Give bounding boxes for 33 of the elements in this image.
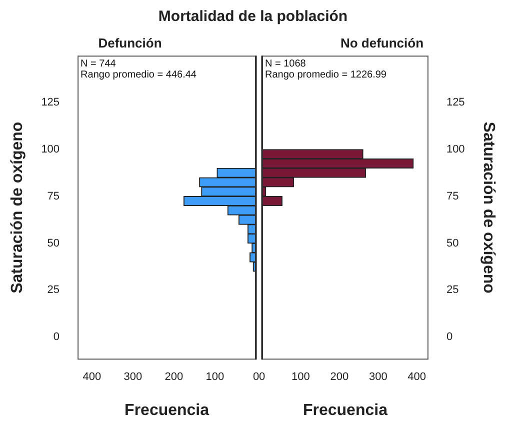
x-tick-label: 0	[258, 371, 266, 384]
y-tick-label: 75	[446, 190, 459, 202]
chart-title: Mortalidad de la población	[157, 8, 349, 25]
x-axis-title: Frecuencia	[302, 402, 388, 419]
y-tick-label: 0	[446, 331, 453, 344]
x-tick-label: 400	[82, 371, 102, 384]
y-tick-label: 25	[446, 284, 459, 296]
y-tick-label: 0	[53, 331, 60, 344]
x-tick-label: 400	[408, 371, 426, 384]
annotation: Rango promedio = 446.44	[80, 69, 197, 80]
x-tick-label: 300	[124, 371, 142, 384]
annotation: Rango promedio = 1226.99	[265, 69, 387, 80]
chart-subtitle: No defunción	[340, 35, 424, 50]
y-tick-label: 25	[47, 284, 60, 296]
chart-subtitle: Defunción	[98, 35, 162, 50]
x-tick-label: 200	[330, 371, 349, 384]
y-tick-label: 125	[446, 96, 465, 109]
y-tick-label: 75	[47, 190, 60, 202]
x-tick-label: 100	[292, 371, 310, 384]
x-tick-label: 0	[252, 371, 260, 384]
x-tick-label: 200	[164, 371, 184, 384]
y-axis-title: Saturación de oxígeno	[480, 122, 497, 294]
x-axis-title: Frecuencia	[124, 402, 210, 419]
y-tick-label: 125	[41, 96, 60, 109]
y-tick-label: 100	[446, 143, 465, 156]
y-tick-label: 50	[47, 237, 60, 250]
y-tick-label: 100	[41, 143, 60, 156]
y-axis-title: Saturación de oxígeno	[9, 122, 26, 294]
annotation: N = 744	[80, 58, 116, 70]
x-tick-label: 300	[368, 371, 388, 384]
x-tick-label: 100	[206, 371, 224, 384]
annotation: N = 1068	[265, 58, 306, 70]
y-tick-label: 50	[446, 237, 459, 250]
